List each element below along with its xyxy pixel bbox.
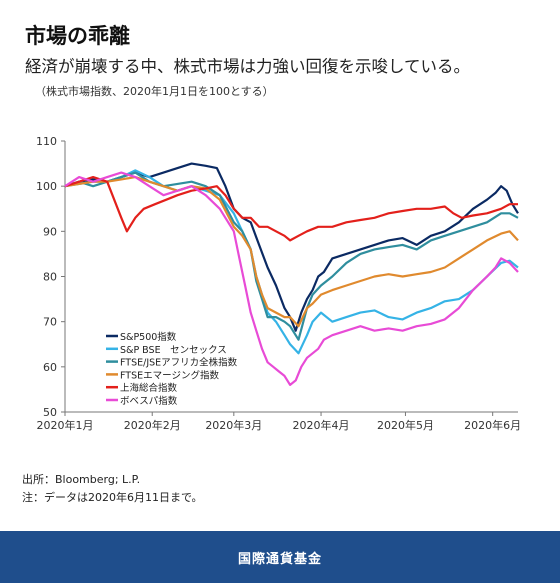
x-tick-label: 2020年2月: [124, 418, 181, 432]
x-tick-label: 2020年4月: [293, 418, 350, 432]
y-tick-label: 60: [43, 361, 57, 374]
x-tick-label: 2020年6月: [464, 418, 521, 432]
series-line-4: [64, 176, 519, 328]
chart-lines: [64, 162, 519, 386]
y-tick-label: 70: [43, 316, 57, 329]
legend-label: FTSE/JSEアフリカ全株指数: [120, 357, 238, 369]
chart-axes: 50 60 70 80 90 100 110 2020年1月 2020年2月 2020年3月 202…: [36, 135, 521, 432]
line-chart: 50 60 70 80 90 100 110 2020年1月 2020年2月 2020年3月 202…: [36, 135, 521, 432]
chart-note: （株式市場指数、2020年1月1日を100とする）: [35, 85, 274, 98]
legend-label: ボベスパ指数: [120, 395, 178, 407]
brand-name: 国際通貨基金: [237, 551, 322, 567]
data-note: 注：データは2020年6月11日まで。: [22, 491, 203, 504]
chart-legend: S&P500指数 S&P BSE センセックスFTSE/JSEアフリカ全株指数FT…: [106, 331, 238, 407]
x-tick-label: 2020年5月: [377, 418, 434, 432]
series-line-2: [64, 169, 519, 355]
y-tick-label: 100: [36, 180, 57, 193]
y-tick-label: 110: [36, 135, 57, 148]
y-tick-label: 80: [43, 271, 57, 284]
source-note: 出所：Bloomberg; L.P.: [22, 473, 141, 486]
series-line-5: [64, 176, 518, 242]
y-tick-label: 50: [43, 406, 57, 419]
chart-subtitle: 経済が崩壊する中、株式市場は力強い回復を示唆している。: [25, 57, 471, 76]
legend-label: S&P BSE センセックス: [120, 345, 227, 356]
y-tick-label: 90: [43, 225, 57, 238]
legend-label: FTSEエマージング指数: [120, 369, 219, 381]
series-line-1: [64, 162, 519, 332]
series-line-6: [64, 171, 519, 386]
footer-bar: 国際通貨基金: [0, 531, 560, 583]
legend-label: S&P500指数: [120, 331, 177, 343]
legend-label: 上海総合指数: [120, 382, 178, 394]
x-tick-label: 2020年1月: [37, 418, 94, 432]
x-tick-label: 2020年3月: [205, 418, 262, 432]
chart-title: 市場の乖離: [25, 24, 130, 48]
